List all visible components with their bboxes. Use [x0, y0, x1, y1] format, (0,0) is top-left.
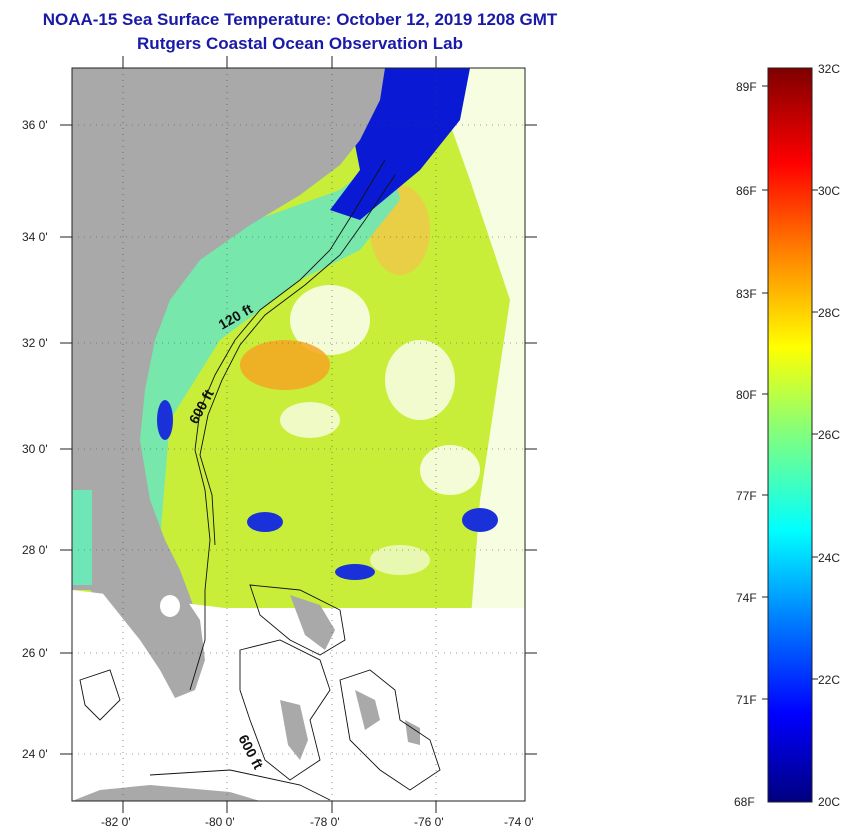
cb-f-74: 74F [736, 591, 757, 605]
cb-c-26: 26C [818, 428, 840, 442]
cold-eddies [157, 400, 498, 580]
lat-label-24: 24 0' [22, 747, 48, 761]
cb-c-22: 22C [818, 673, 840, 687]
cb-c-28: 28C [818, 306, 840, 320]
gulf-coast-water [72, 490, 92, 585]
cb-f-86: 86F [736, 184, 757, 198]
map-subtitle: Rutgers Coastal Ocean Observation Lab [137, 34, 463, 53]
lon-label-80: -80 0' [205, 815, 235, 829]
bathymetry-contours [79, 159, 441, 801]
warm-core [240, 340, 330, 390]
land-florida-south [100, 590, 205, 698]
cb-c-20: 20C [818, 795, 840, 809]
cb-f-68: 68F [734, 795, 755, 809]
lon-label-78: -78 0' [310, 815, 340, 829]
lon-label-76: -76 0' [414, 815, 444, 829]
cb-f-71: 71F [736, 693, 757, 707]
map-frame [71, 67, 526, 802]
colorbar-ticks [762, 85, 818, 700]
lat-label-30: 30 0' [22, 442, 48, 456]
lat-label-26: 26 0' [22, 646, 48, 660]
cb-f-89: 89F [736, 80, 757, 94]
lake-okeechobee [160, 595, 180, 617]
cloud-mask-east [430, 68, 525, 640]
colorbar [767, 67, 813, 803]
lat-label-28: 28 0' [22, 543, 48, 557]
lon-label-82: -82 0' [101, 815, 131, 829]
cb-f-83: 83F [736, 287, 757, 301]
cloud-patches [280, 285, 480, 575]
cb-c-32: 32C [818, 62, 840, 76]
cb-c-24: 24C [818, 551, 840, 565]
map-panel [72, 68, 525, 801]
lon-label-74: -74 0' [504, 815, 534, 829]
cb-f-80: 80F [736, 388, 757, 402]
map-title: NOAA-15 Sea Surface Temperature: October… [42, 10, 558, 29]
graticule [72, 68, 525, 801]
bahamas-islands [280, 595, 420, 760]
land-us-southeast [72, 68, 385, 700]
lat-label-32: 32 0' [22, 336, 48, 350]
cb-c-30: 30C [818, 184, 840, 198]
lat-label-36: 36 0' [22, 118, 48, 132]
land-cuba [72, 785, 260, 801]
lat-label-34: 34 0' [22, 230, 48, 244]
cb-f-77: 77F [736, 489, 757, 503]
frame-ticks [60, 56, 537, 813]
